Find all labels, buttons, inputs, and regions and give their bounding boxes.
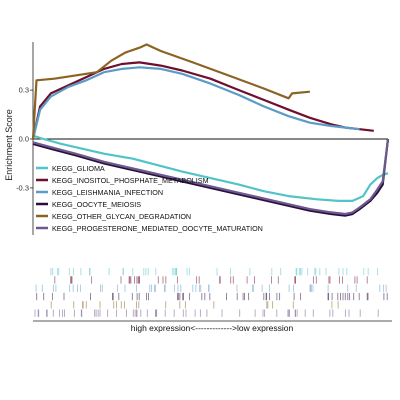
legend-entry-oocyte-meiosis: KEGG_OOCYTE_MEIOSIS <box>36 200 141 209</box>
y-axis-title: Enrichment Score <box>4 109 14 181</box>
y-tick-label-0.0: 0.0 <box>19 135 29 144</box>
series-line-glioma <box>32 134 389 202</box>
y-axis-ticks: 0.3 0.0 -0.3 <box>16 86 33 193</box>
barcode-row-inositol-phosphate-metabolism <box>54 276 368 284</box>
series-line-other-glycan-degradation <box>31 43 311 140</box>
legend-entry-glioma: KEGG_GLIOMA <box>36 164 105 173</box>
barcode-row-other-glycan-degradation <box>50 301 339 309</box>
series-line-progesterone-mediated-oocyte-maturation <box>32 138 390 216</box>
legend-label-other-glycan-degradation: KEGG_OTHER_GLYCAN_DEGRADATION <box>52 212 191 221</box>
legend-entry-progesterone-mediated-oocyte-maturation: KEGG_PROGESTERONE_MEDIATED_OOCYTE_MATURA… <box>36 224 263 233</box>
y-tick-label-neg0.3: -0.3 <box>16 184 29 193</box>
legend-entry-other-glycan-degradation: KEGG_OTHER_GLYCAN_DEGRADATION <box>36 212 191 221</box>
barcode-row-progesterone-mediated-oocyte-maturation <box>34 309 379 317</box>
legend: KEGG_GLIOMA KEGG_INOSITOL_PHOSPHATE_META… <box>36 164 263 233</box>
x-axis-title: high expression<------------->low expres… <box>131 323 294 333</box>
series-line-leishmania-infection <box>31 66 360 140</box>
series-lines <box>31 43 390 217</box>
legend-entry-leishmania-infection: KEGG_LEISHMANIA_INFECTION <box>36 188 163 197</box>
legend-label-inositol-phosphate-metabolism: KEGG_INOSITOL_PHOSPHATE_METABOLISM <box>52 176 209 185</box>
barcode-row-glioma <box>50 268 379 276</box>
legend-entry-inositol-phosphate-metabolism: KEGG_INOSITOL_PHOSPHATE_METABOLISM <box>36 176 209 185</box>
legend-label-glioma: KEGG_GLIOMA <box>52 164 105 173</box>
y-tick-label-0.3: 0.3 <box>19 86 29 95</box>
barcode-row-oocyte-meiosis <box>36 292 388 301</box>
legend-label-leishmania-infection: KEGG_LEISHMANIA_INFECTION <box>52 188 163 197</box>
legend-label-oocyte-meiosis: KEGG_OOCYTE_MEIOSIS <box>52 200 141 209</box>
legend-label-progesterone-mediated-oocyte-maturation: KEGG_PROGESTERONE_MEDIATED_OOCYTE_MATURA… <box>52 224 263 233</box>
barcode-row-leishmania-infection <box>35 284 387 292</box>
gene-hit-barcode <box>34 268 388 317</box>
series-line-inositol-phosphate-metabolism <box>31 61 374 140</box>
